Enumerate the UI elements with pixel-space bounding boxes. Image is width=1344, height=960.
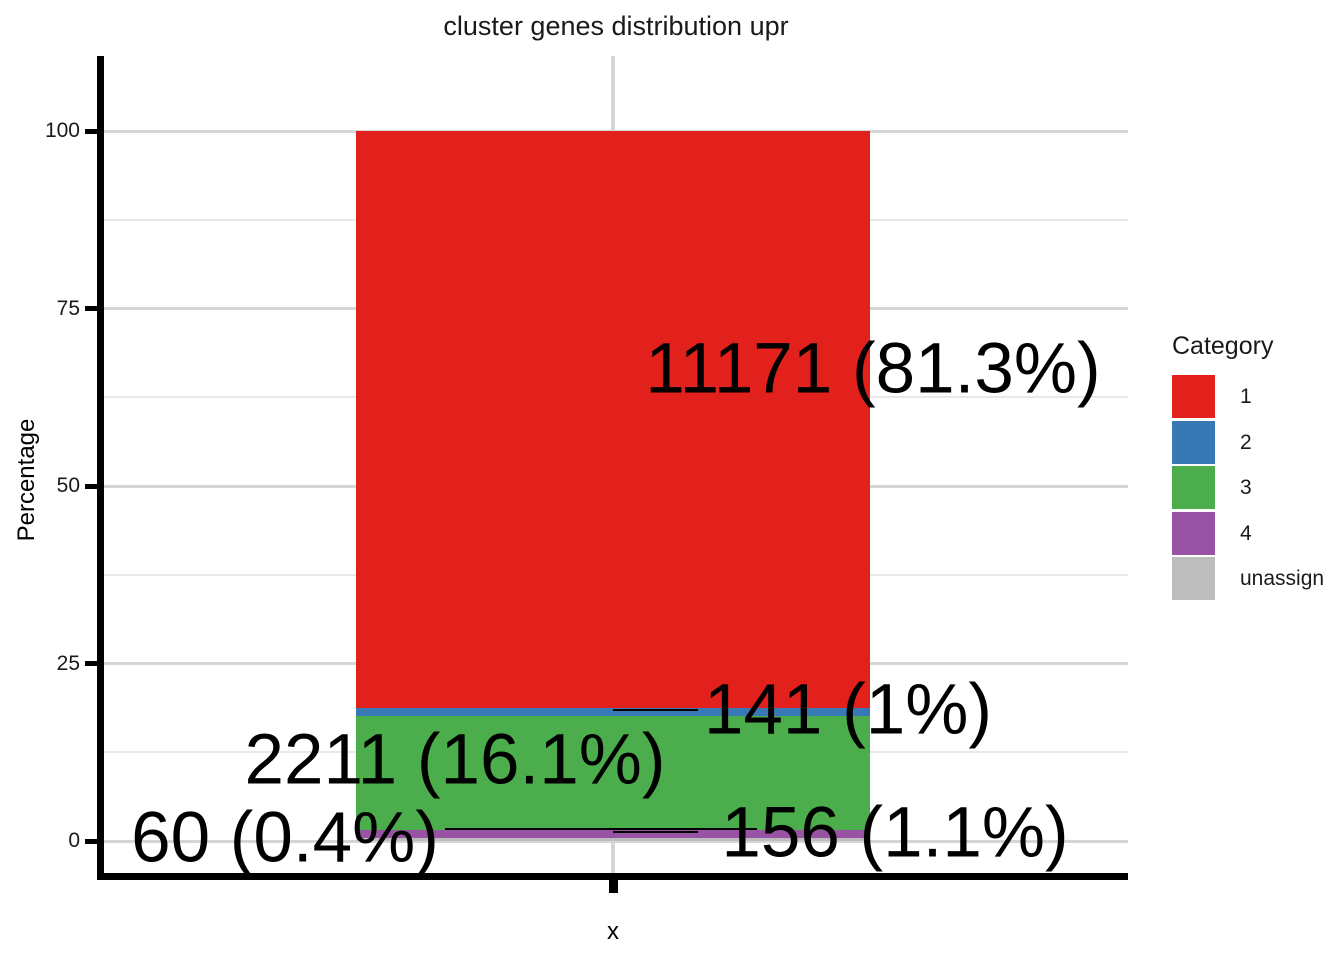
legend-key-3: [1172, 466, 1215, 509]
bar-label-3: 2211 (16.1%): [244, 720, 666, 800]
x-axis-title: x: [607, 918, 619, 945]
legend-key-unassign: [1172, 557, 1215, 600]
y-axis-title: Percentage: [13, 418, 40, 542]
legend-title: Category: [1172, 332, 1274, 360]
bar-segment-3: [356, 715, 870, 830]
bar-segment-4: [356, 829, 870, 838]
legend-label-unassign: unassign: [1240, 567, 1325, 590]
y-tick-label: 75: [56, 296, 80, 320]
legend-key-2: [1172, 420, 1215, 464]
legend-label-4: 4: [1240, 521, 1252, 545]
y-tick-label: 25: [56, 651, 80, 675]
bar-label-4: 156 (1.1%): [721, 793, 1069, 873]
y-tick-mark: [85, 838, 97, 844]
leader-line: [445, 828, 757, 830]
gridline-major: [104, 839, 1128, 843]
bar-segment-2: [356, 708, 870, 716]
bar-label-unassign: 60 (0.4%): [131, 798, 439, 878]
y-axis-line: [97, 56, 104, 880]
legend-label-2: 2: [1240, 430, 1252, 454]
bar-segment-unassign: [356, 837, 870, 841]
chart-title: cluster genes distribution upr: [443, 11, 789, 41]
y-tick-mark: [85, 661, 97, 666]
legend-key-4: [1172, 511, 1215, 555]
bar-label-1: 11171 (81.3%): [645, 329, 1101, 409]
y-tick-mark: [85, 483, 97, 489]
x-tick-mark: [609, 880, 618, 893]
y-tick-label: 100: [44, 119, 80, 142]
y-tick-mark: [85, 128, 97, 134]
y-tick-label: 50: [56, 474, 80, 497]
y-tick-label: 0: [68, 829, 80, 852]
leader-line: [613, 831, 698, 833]
legend-key-1: [1172, 375, 1215, 418]
y-tick-mark: [85, 306, 97, 311]
legend-label-3: 3: [1240, 476, 1252, 499]
bar-segment-1: [356, 131, 870, 709]
bar-label-2: 141 (1%): [703, 670, 993, 750]
legend: Category 1 2 3 4 unassign: [1160, 326, 1344, 616]
legend-label-1: 1: [1240, 385, 1252, 408]
x-axis-line: [97, 873, 1128, 880]
leader-line: [613, 709, 698, 711]
